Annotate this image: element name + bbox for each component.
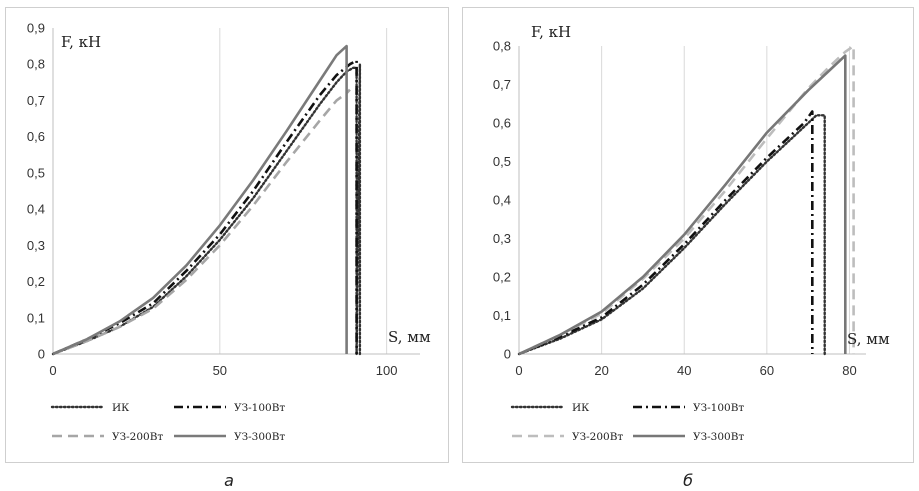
y-tick-label: 0,8 — [27, 57, 45, 72]
x-tick-label: 20 — [594, 363, 608, 378]
y-tick-label: 0,3 — [27, 238, 45, 253]
y-axis-label-b: F, кН — [531, 23, 571, 41]
legend-label-1: ИК — [572, 402, 589, 414]
x-tick-label: 0 — [49, 363, 56, 378]
y-tick-label: 0 — [38, 347, 45, 362]
panel-b-frame — [462, 7, 914, 463]
grid-a — [52, 28, 420, 355]
legend-label-1: ИК — [112, 402, 129, 414]
y-tick-label: 0,4 — [493, 193, 511, 208]
x-axis-label-b: S, мм — [847, 330, 890, 348]
y-tick-label: 0,3 — [493, 231, 511, 246]
y-tick-label: 0,7 — [27, 93, 45, 108]
caption-a: а — [224, 471, 234, 490]
series-line-4 — [518, 54, 847, 356]
x-tick-label: 80 — [842, 363, 856, 378]
series-line-3 — [518, 44, 855, 356]
y-tick-label: 0,2 — [493, 270, 511, 285]
chart-panel-b: 0 0,1 0,2 0,3 0,4 0,5 0,6 0,7 0,8 0 20 40 60 80 F, кН… — [493, 23, 890, 490]
y-tick-label: 0,4 — [27, 202, 45, 217]
legend-label-2: УЗ-100Вт — [234, 402, 285, 414]
legend-label-2: УЗ-100Вт — [693, 402, 744, 414]
y-tick-label: 0,7 — [493, 77, 511, 92]
caption-b: б — [683, 471, 693, 490]
series-line-2 — [52, 59, 358, 356]
series-line-3 — [52, 88, 351, 356]
series-line-2 — [518, 110, 814, 356]
y-tick-label: 0,6 — [493, 116, 511, 131]
y-tick-label: 0,2 — [27, 274, 45, 289]
x-tick-label: 50 — [213, 363, 227, 378]
x-tick-label: 0 — [515, 363, 522, 378]
y-tick-label: 0,5 — [27, 165, 45, 180]
y-tick-label: 0,8 — [493, 39, 511, 54]
series-b — [517, 44, 855, 356]
series-line-4 — [52, 44, 348, 356]
y-tick-label: 0,1 — [27, 310, 45, 325]
y-tick-label: 0,6 — [27, 129, 45, 144]
y-tick-label: 0,1 — [493, 308, 511, 323]
series-line-1 — [517, 114, 826, 356]
series-a — [51, 44, 362, 356]
ticks-a: 0 0,1 0,2 0,3 0,4 0,5 0,6 0,7 0,8 0,9 0 50 100 — [27, 21, 398, 379]
y-tick-label: 0 — [504, 347, 511, 362]
y-tick-label: 0,5 — [493, 154, 511, 169]
panel-a-frame — [5, 7, 449, 463]
ticks-b: 0 0,1 0,2 0,3 0,4 0,5 0,6 0,7 0,8 0 20 40 60 80 — [493, 39, 857, 379]
legend-label-3: УЗ-200Вт — [112, 431, 163, 443]
series-line-1 — [51, 62, 362, 356]
legend-a: ИК УЗ-100Вт УЗ-200Вт УЗ-300Вт — [50, 402, 285, 443]
x-tick-label: 60 — [760, 363, 774, 378]
x-axis-label-a: S, мм — [388, 328, 431, 346]
y-tick-label: 0,9 — [27, 21, 45, 36]
legend-label-4: УЗ-300Вт — [234, 431, 285, 443]
x-tick-label: 40 — [677, 363, 691, 378]
grid-b — [518, 46, 866, 355]
legend-label-4: УЗ-300Вт — [693, 431, 744, 443]
y-axis-label-a: F, кН — [61, 33, 101, 51]
chart-panel-a: 0 0,1 0,2 0,3 0,4 0,5 0,6 0,7 0,8 0,9 0 50 100 F, кН… — [27, 21, 431, 491]
x-tick-label: 100 — [376, 363, 398, 378]
legend-b: ИК УЗ-100Вт УЗ-200Вт УЗ-300Вт — [510, 402, 744, 443]
legend-label-3: УЗ-200Вт — [572, 431, 623, 443]
